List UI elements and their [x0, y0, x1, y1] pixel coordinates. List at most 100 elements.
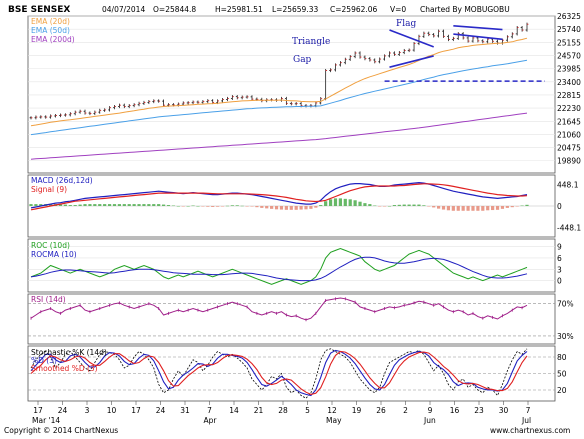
- legend-ema50: EMA (50d): [31, 26, 70, 35]
- triangle-upper-line: [389, 29, 434, 48]
- volume-value: V=0: [390, 5, 406, 14]
- flag-upper-line: [453, 24, 503, 31]
- macd-histogram-bar: [220, 206, 225, 207]
- macd-histogram-bar: [338, 198, 342, 206]
- macd-histogram-bar: [73, 205, 77, 206]
- macd-histogram-bar: [29, 204, 33, 206]
- macd-histogram-bar: [284, 206, 288, 210]
- website-link[interactable]: www.chartnexus.com: [490, 426, 570, 435]
- macd-histogram-bar: [49, 204, 53, 206]
- x-axis-tick-label: 24: [58, 406, 68, 415]
- macd-histogram-bar: [378, 206, 382, 207]
- macd-histogram-bar: [260, 206, 264, 208]
- high-value: H=25981.51: [215, 5, 263, 14]
- macd-histogram-bar: [471, 206, 475, 211]
- macd-histogram-bar: [491, 206, 495, 211]
- macd-histogram-bar: [422, 205, 426, 206]
- stoch-axis-tick: 50: [557, 370, 567, 379]
- macd-histogram-bar: [265, 206, 269, 209]
- macd-histogram-bar: [510, 206, 514, 208]
- macd-histogram-bar: [274, 206, 279, 210]
- macd-axis-tick: -448.1: [557, 223, 581, 232]
- x-axis-tick-label: 24: [156, 406, 166, 415]
- macd-histogram-bar: [201, 206, 205, 207]
- macd-histogram-bar: [132, 204, 136, 206]
- x-axis-tick-label: 9: [428, 406, 433, 415]
- x-axis-tick-label: 30: [499, 406, 509, 415]
- macd-histogram-bar: [348, 199, 352, 206]
- x-axis-tick-label: 3: [85, 406, 90, 415]
- macd-histogram-bar: [211, 206, 215, 207]
- macd-histogram-bar: [397, 204, 401, 206]
- triangle-lower-line: [389, 55, 434, 68]
- rsi-axis-tick: 70%: [557, 300, 574, 309]
- ema50-line: [30, 59, 528, 136]
- macd-histogram-bar: [441, 206, 446, 210]
- macd-histogram-bar: [39, 204, 43, 206]
- macd-histogram-bar: [240, 205, 244, 207]
- macd-histogram-bar: [466, 206, 470, 211]
- charted-by-label: Charted By MOBUGOBU: [420, 5, 510, 14]
- macd-histogram-bar: [299, 206, 303, 210]
- legend-macd: MACD (26d,12d): [31, 176, 93, 185]
- x-axis-month-label: Jul: [521, 416, 531, 425]
- macd-histogram-bar: [63, 204, 67, 206]
- ema20-line: [30, 37, 528, 127]
- roc-axis-tick: 6: [557, 254, 562, 263]
- macd-histogram-bar: [500, 206, 505, 209]
- macd-histogram-bar: [225, 205, 230, 207]
- macd-histogram-bar: [456, 206, 460, 211]
- roc-line: [30, 247, 528, 285]
- signal-line: [30, 183, 528, 211]
- macd-histogram-bar: [515, 206, 519, 207]
- ema200-line: [30, 112, 528, 160]
- macd-histogram-bar: [166, 205, 171, 206]
- x-axis-tick-label: 19: [352, 406, 362, 415]
- macd-histogram-bar: [412, 204, 416, 206]
- macd-histogram-bar: [328, 199, 333, 206]
- macd-histogram-bar: [505, 206, 509, 208]
- macd-histogram-bar: [181, 206, 185, 207]
- macd-histogram-bar: [333, 198, 338, 206]
- macd-histogram-bar: [363, 203, 367, 206]
- x-axis-tick-label: 10: [107, 406, 117, 415]
- macd-histogram-bar: [107, 204, 112, 206]
- macd-histogram-bar: [83, 204, 87, 206]
- low-value: L=25659.33: [272, 5, 318, 14]
- macd-histogram-bar: [186, 206, 190, 207]
- price-axis-tick: 21645: [557, 117, 581, 126]
- x-axis-tick-label: 12: [327, 406, 337, 415]
- x-axis-tick-label: 31: [180, 406, 190, 415]
- macd-histogram-bar: [235, 205, 239, 206]
- macd-histogram-bar: [78, 204, 82, 206]
- macd-histogram-bar: [343, 198, 347, 206]
- rsi-panel: [27, 293, 556, 345]
- macd-histogram-bar: [112, 204, 117, 206]
- stoch-axis-tick: 20: [557, 386, 567, 395]
- macd-histogram-bar: [142, 204, 146, 206]
- macd-histogram-bar: [147, 204, 151, 206]
- open-value: O=25844.8: [153, 5, 196, 14]
- macd-histogram-bar: [122, 204, 126, 206]
- copyright-text: Copyright © 2014 ChartNexus: [4, 426, 118, 435]
- macd-histogram-bar: [525, 204, 529, 206]
- macd-axis-tick: 0: [557, 202, 562, 211]
- symbol-title: BSE SENSEX: [8, 5, 70, 15]
- macd-histogram-bar: [461, 206, 465, 211]
- macd-histogram-bar: [88, 204, 92, 206]
- macd-histogram-bar: [103, 204, 107, 206]
- x-axis-tick-label: 14: [229, 406, 239, 415]
- rsi-line: [30, 297, 528, 321]
- macd-histogram-bar: [250, 206, 254, 207]
- macd-histogram-bar: [176, 206, 180, 207]
- rsi-axis-tick: 30%: [557, 332, 574, 341]
- macd-histogram-bar: [245, 206, 249, 207]
- date-label: 04/07/2014: [102, 5, 145, 14]
- macd-histogram-bar: [427, 206, 431, 207]
- macd-histogram-bar: [373, 205, 377, 207]
- macd-histogram-bar: [451, 206, 455, 211]
- legend-stoch-d: %D (3): [31, 356, 57, 365]
- macd-histogram-bar: [476, 206, 480, 211]
- macd-histogram-bar: [368, 204, 372, 206]
